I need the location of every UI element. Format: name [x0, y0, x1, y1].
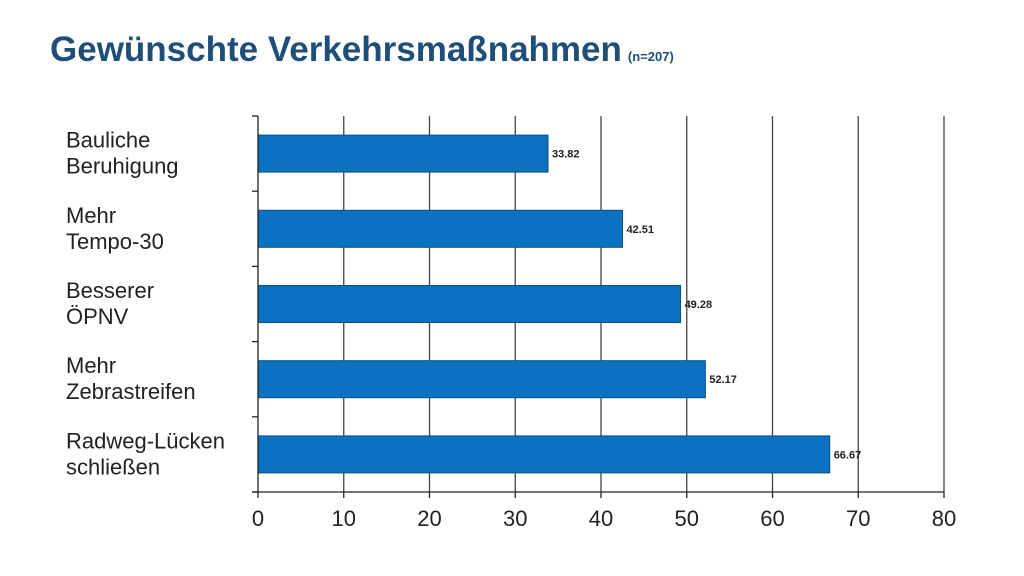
data-label-4: 66.67: [834, 449, 862, 461]
category-label-0-line-0: Bauliche: [66, 128, 150, 153]
category-label-1-line-1: Tempo-30: [66, 229, 164, 254]
bars: [257, 134, 831, 474]
x-tick-label-20: 20: [417, 506, 441, 531]
category-label-2-line-0: Besserer: [66, 278, 154, 303]
data-label-3: 52.17: [709, 374, 737, 386]
category-label-1-line-0: Mehr: [66, 203, 116, 228]
x-tick-label-50: 50: [675, 506, 699, 531]
category-label-3-line-0: Mehr: [66, 353, 116, 378]
x-tick-label-70: 70: [846, 506, 870, 531]
data-label-2: 49.28: [685, 299, 713, 311]
bar-3: [257, 360, 706, 399]
chart-title-main: Gewünschte Verkehrsmaßnahmen: [50, 30, 622, 69]
data-label-1: 42.51: [627, 224, 655, 236]
category-label-0-line-1: Beruhigung: [66, 154, 179, 179]
x-tick-label-60: 60: [760, 506, 784, 531]
category-label-4-line-0: Radweg-Lücken: [66, 428, 225, 453]
x-tick-label-30: 30: [503, 506, 527, 531]
x-tick-label-80: 80: [932, 506, 956, 531]
bar-4: [257, 435, 831, 474]
chart-title-sample-size: (n=207): [627, 49, 674, 64]
chart-title: Gewünschte Verkehrsmaßnahmen (n=207): [50, 30, 674, 70]
data-label-0: 33.82: [552, 149, 580, 161]
category-label-0: Bauliche Beruhigung: [66, 128, 179, 179]
category-label-1: Mehr Tempo-30: [66, 203, 164, 254]
bar-1: [257, 209, 624, 248]
bar-0: [257, 134, 549, 173]
category-label-2: Besserer ÖPNV: [66, 278, 154, 329]
x-tick-label-0: 0: [252, 506, 264, 531]
x-tick-label-10: 10: [332, 506, 356, 531]
bar-2: [257, 285, 682, 323]
category-label-2-line-1: ÖPNV: [66, 304, 129, 329]
category-label-4-line-1: schließen: [66, 454, 160, 479]
axes: [252, 115, 945, 498]
labels: 33.82 42.51 49.28 52.17 66.67 0 10 20 30 40 50 60 70…: [66, 128, 956, 531]
category-label-3: Mehr Zebrastreifen: [66, 353, 196, 404]
category-label-3-line-1: Zebrastreifen: [66, 379, 196, 404]
x-tick-label-40: 40: [589, 506, 613, 531]
category-label-4: Radweg-Lücken schließen: [66, 428, 225, 479]
